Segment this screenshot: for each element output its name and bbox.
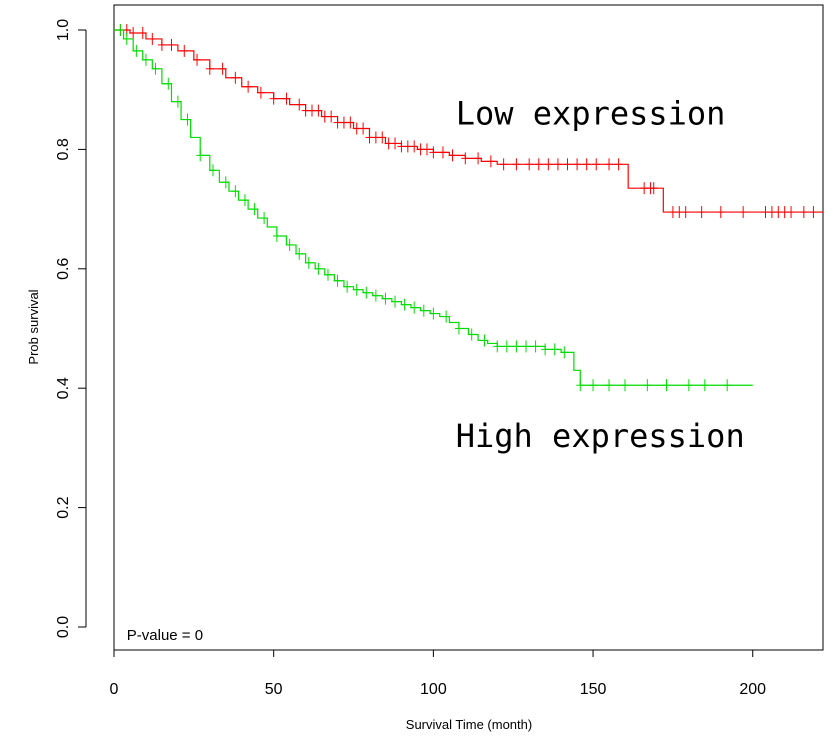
y-tick-label: 0.6 [55, 258, 72, 280]
series-layer [114, 24, 823, 392]
y-tick-label: 0.8 [55, 138, 72, 160]
p-value-label: P-value = 0 [127, 627, 203, 644]
x-axis: 0 50 100 150 200 [110, 649, 766, 698]
x-tick-label: 100 [420, 681, 447, 698]
y-axis-title: Prob survival [26, 289, 41, 364]
low-expression-label: Low expression [456, 95, 726, 133]
annotation-layer: Low expression High expression P-value = 0 [127, 95, 745, 644]
x-axis-title: Survival Time (month) [406, 717, 532, 732]
x-tick-label: 200 [739, 681, 766, 698]
x-tick-label: 0 [110, 681, 119, 698]
y-tick-label: 0.2 [55, 496, 72, 518]
y-axis: 0.0 0.2 0.4 0.6 0.8 1.0 [55, 19, 87, 638]
y-tick-label: 1.0 [55, 19, 72, 41]
series-1 [114, 24, 823, 219]
x-tick-label: 50 [265, 681, 283, 698]
x-tick-label: 150 [580, 681, 607, 698]
y-tick-label: 0.4 [55, 377, 72, 399]
y-tick-label: 0.0 [55, 616, 72, 638]
series-2 [114, 24, 753, 392]
series-line [114, 29, 753, 386]
high-expression-label: High expression [456, 417, 745, 455]
